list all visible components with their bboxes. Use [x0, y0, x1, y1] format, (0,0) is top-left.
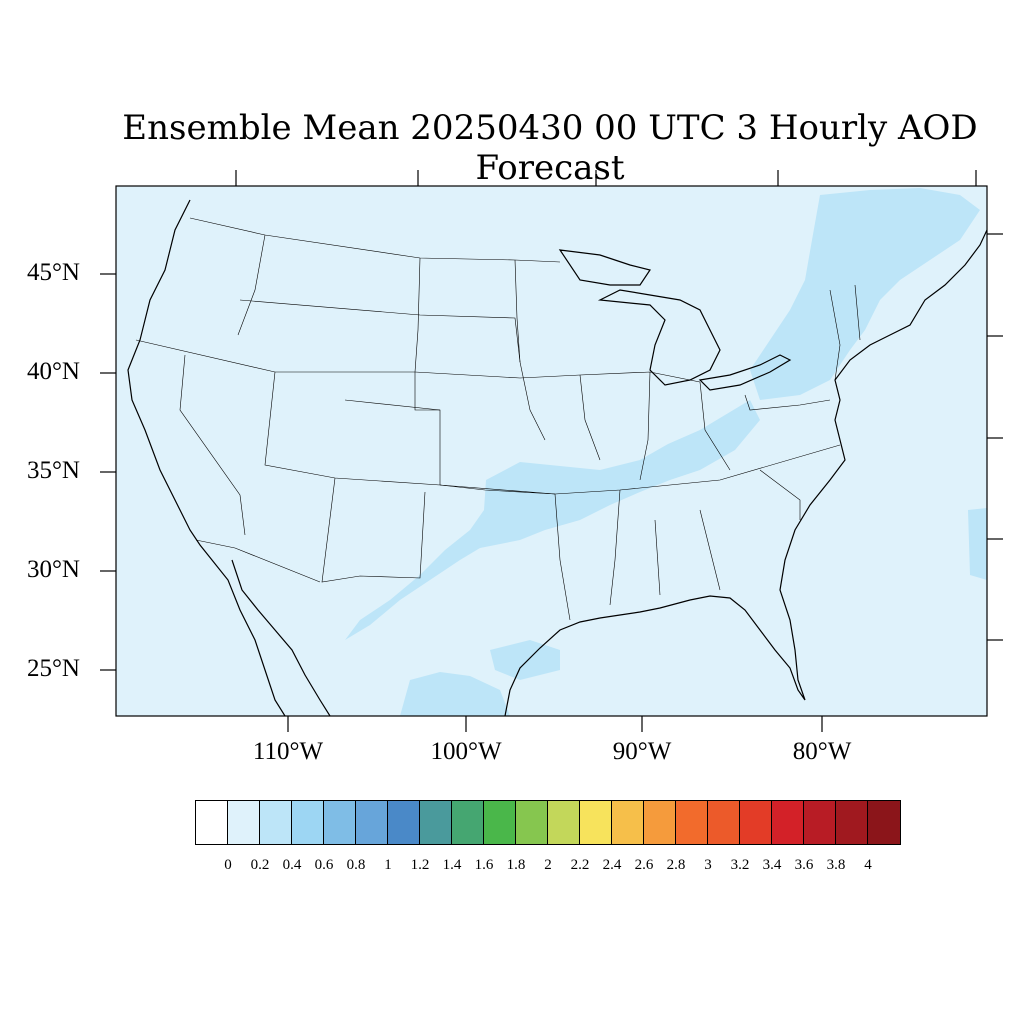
colorbar-tick-label: 1: [384, 857, 392, 873]
colorbar-tick-label: 3.6: [794, 857, 814, 873]
colorbar-box: [644, 801, 676, 844]
plume-southern: [345, 400, 760, 640]
state-boundaries: [135, 217, 861, 621]
colorbar-box: [612, 801, 644, 844]
colorbar-tick-label: 0.6: [314, 857, 334, 873]
map-title: Ensemble Mean 20250430 00 UTC 3 Hourly A…: [122, 108, 978, 188]
tick-marks: [100, 170, 1003, 732]
colorbar-box: [580, 801, 612, 844]
colorbar-tick-label: 0.8: [346, 857, 366, 873]
colorbar-box: [420, 801, 452, 844]
colorbar-box: [676, 801, 708, 844]
colorbar-labels: 0 0.2 0.4 0.6 0.8 1 1.2 1.4 1.6 1.8 2 2.2 2.4 2.6 2.8 3…: [0, 857, 1024, 877]
plume-atlantic: [968, 508, 987, 580]
colorbar-tick-label: 4: [864, 857, 872, 873]
colorbar-tick-label: 2: [544, 857, 552, 873]
colorbar-box: [260, 801, 292, 844]
colorbar-tick-label: 2.2: [570, 857, 590, 873]
colorbar-box: [388, 801, 420, 844]
colorbar-box: [356, 801, 388, 844]
lat-label-30n: 30°N: [26, 556, 80, 583]
colorbar-box: [804, 801, 836, 844]
colorbar-tick-label: 3.2: [730, 857, 750, 873]
colorbar-tick-label: 2.8: [666, 857, 686, 873]
lat-label-45n: 45°N: [26, 259, 80, 286]
colorbar-tick-label: 0.4: [282, 857, 302, 873]
colorbar-box: [548, 801, 580, 844]
colorbar-tick-label: 1.8: [506, 857, 526, 873]
lon-label-90w: 90°W: [612, 738, 672, 765]
colorbar-tick-label: 3.8: [826, 857, 846, 873]
colorbar-box: [452, 801, 484, 844]
colorbar-tick-label: 1.6: [474, 857, 494, 873]
plume-mexico: [400, 672, 510, 716]
colorbar-box: [196, 801, 228, 844]
colorbar-tick-label: 3.4: [762, 857, 782, 873]
coastlines: [127, 199, 987, 716]
colorbar-box: [740, 801, 772, 844]
map-frame: [115, 185, 988, 717]
lon-label-80w: 80°W: [792, 738, 852, 765]
lat-label-25n: 25°N: [26, 655, 80, 682]
colorbar: [195, 800, 901, 845]
colorbar-tick-label: 2.4: [602, 857, 622, 873]
plume-texas-coast: [490, 640, 560, 680]
colorbar-box: [292, 801, 324, 844]
colorbar-box: [228, 801, 260, 844]
colorbar-tick-label: 0.2: [250, 857, 270, 873]
colorbar-tick-label: 0: [224, 857, 232, 873]
lon-label-110w: 110°W: [252, 738, 324, 765]
colorbar-box: [484, 801, 516, 844]
colorbar-box: [772, 801, 804, 844]
colorbar-box: [324, 801, 356, 844]
colorbar-tick-label: 1.4: [442, 857, 462, 873]
colorbar-box: [868, 801, 900, 844]
plume-northeast: [750, 188, 980, 400]
colorbar-box: [516, 801, 548, 844]
colorbar-box: [708, 801, 740, 844]
lat-label-35n: 35°N: [26, 457, 80, 484]
aod-plumes: [345, 188, 987, 716]
lat-label-40n: 40°N: [26, 358, 80, 385]
colorbar-tick-label: 2.6: [634, 857, 654, 873]
colorbar-tick-label: 1.2: [410, 857, 430, 873]
lon-label-100w: 100°W: [430, 738, 502, 765]
colorbar-tick-label: 3: [704, 857, 712, 873]
colorbar-box: [836, 801, 868, 844]
